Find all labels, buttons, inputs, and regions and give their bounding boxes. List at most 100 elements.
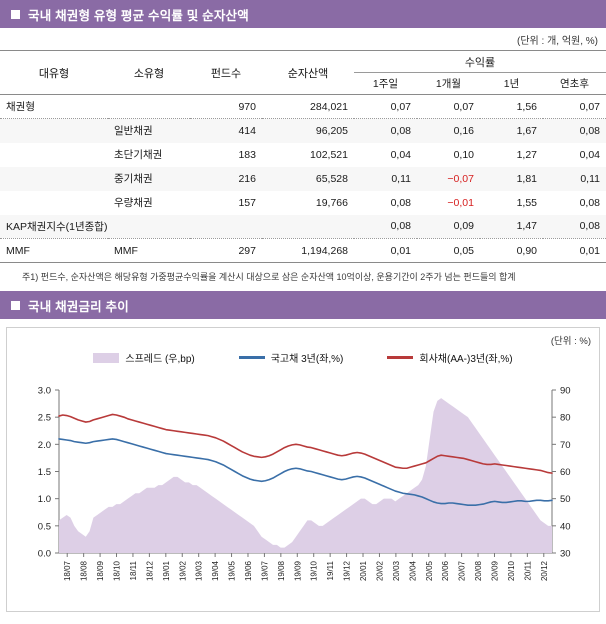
cell-minor-type: 초단기채권 — [114, 149, 163, 161]
cell-major-type: MMF — [0, 238, 108, 263]
svg-text:18/12: 18/12 — [145, 560, 154, 581]
svg-text:20/05: 20/05 — [425, 560, 434, 581]
legend-item-corp[interactable]: 회사채(AA-)3년(좌,%) — [387, 350, 513, 365]
cell-return-1week: 0,04 — [390, 148, 411, 161]
cell-return-1year: 1,67 — [480, 118, 543, 143]
svg-text:60: 60 — [560, 467, 571, 478]
cell-return-ytd: 0,08 — [579, 196, 600, 209]
col-header-return-group: 수익률 — [354, 50, 606, 73]
cell-fund-count: 297 — [190, 238, 262, 263]
svg-text:20/08: 20/08 — [474, 560, 483, 581]
cell-fund-count — [190, 214, 262, 239]
legend-label-gov: 국고채 3년(좌,%) — [270, 354, 344, 365]
section-header-rate-trend: 국내 채권금리 추이 — [0, 291, 606, 319]
cell-return-1week: 0,11 — [354, 166, 417, 191]
svg-text:50: 50 — [560, 494, 571, 505]
cell-return-1month: −0,07 — [417, 166, 480, 191]
unit-caption: (단위 : 개, 억원, %) — [517, 35, 598, 47]
cell-return-1year: 1,27 — [516, 148, 537, 161]
cell-return-1week: 0,08 — [354, 214, 417, 239]
svg-text:80: 80 — [560, 413, 571, 424]
chart-plot-area: 0.0 0.5 1.0 1.5 2.0 2.5 3.0 30 40 50 60 70 80 90 18/07… — [38, 386, 571, 582]
svg-text:1.5: 1.5 — [38, 467, 51, 478]
cell-return-1month: 0,05 — [417, 238, 480, 263]
svg-text:0.5: 0.5 — [38, 521, 51, 532]
svg-text:20/02: 20/02 — [375, 560, 384, 581]
square-bullet-icon-2 — [11, 300, 20, 310]
square-bullet-icon — [11, 9, 20, 19]
legend-item-gov[interactable]: 국고채 3년(좌,%) — [238, 350, 344, 365]
svg-text:19/04: 19/04 — [211, 560, 220, 581]
svg-text:19/05: 19/05 — [228, 560, 237, 581]
svg-text:19/08: 19/08 — [277, 560, 286, 581]
svg-text:2.5: 2.5 — [38, 413, 51, 424]
chart-unit-caption: (단위 : %) — [550, 336, 591, 347]
cell-minor-type: 중기채권 — [108, 166, 190, 191]
col-header-1month: 1개월 — [417, 72, 480, 95]
cell-return-ytd: 0,08 — [543, 214, 606, 239]
svg-text:18/07: 18/07 — [63, 560, 72, 581]
svg-text:19/07: 19/07 — [260, 560, 269, 581]
section-title-2: 국내 채권금리 추이 — [28, 299, 129, 314]
svg-text:19/02: 19/02 — [178, 560, 187, 581]
cell-minor-type: 일반채권 — [108, 118, 190, 143]
svg-text:20/12: 20/12 — [540, 560, 549, 581]
col-header-nav: 순자산액 — [262, 50, 354, 95]
cell-return-1year: 1,47 — [480, 214, 543, 239]
svg-text:20/06: 20/06 — [441, 560, 450, 581]
svg-text:18/10: 18/10 — [113, 560, 122, 581]
legend-label-spread: 스프레드 (우,bp) — [125, 354, 195, 365]
section-header-fund-returns: 국내 채권형 유형 평균 수익률 및 순자산액 — [0, 0, 606, 28]
cell-major-type — [0, 191, 108, 215]
cell-return-1year: 1,56 — [480, 94, 543, 119]
svg-text:20/01: 20/01 — [359, 560, 368, 581]
cell-return-1month: 0,10 — [453, 148, 474, 161]
svg-text:18/08: 18/08 — [80, 560, 89, 581]
svg-text:20/11: 20/11 — [523, 560, 532, 580]
cell-return-1month: 0,09 — [417, 214, 480, 239]
cell-fund-count: 157 — [238, 196, 256, 209]
svg-text:20/04: 20/04 — [408, 560, 417, 581]
table-row: 일반채권 414 96,205 0,08 0,16 1,67 0,08 — [0, 118, 606, 143]
cell-nav: 284,021 — [262, 94, 354, 119]
cell-return-1week: 0,08 — [390, 196, 411, 209]
chart-legend: 스프레드 (우,bp) 국고채 3년(좌,%) 회사채(AA-)3년(좌,%) — [7, 350, 599, 365]
legend-item-spread[interactable]: 스프레드 (우,bp) — [93, 350, 195, 365]
unit-caption-row: (단위 : 개, 억원, %) — [0, 28, 606, 50]
legend-swatch-spread-icon — [93, 352, 120, 363]
cell-nav: 65,528 — [262, 166, 354, 191]
cell-return-1year: 0,90 — [480, 238, 543, 263]
table-row: 우량채권 157 19,766 0,08 −0,01 1,55 0,08 — [0, 191, 606, 215]
cell-fund-count: 183 — [238, 148, 256, 161]
svg-text:18/09: 18/09 — [96, 560, 105, 581]
cell-fund-count: 216 — [190, 166, 262, 191]
legend-swatch-corp-icon — [387, 356, 414, 359]
cell-nav — [262, 214, 354, 239]
svg-text:20/10: 20/10 — [507, 560, 516, 581]
svg-text:19/01: 19/01 — [162, 560, 171, 581]
cell-return-ytd: 0,08 — [543, 118, 606, 143]
cell-return-1week: 0,01 — [354, 238, 417, 263]
cell-major-type: 채권형 — [0, 94, 108, 119]
svg-text:20/07: 20/07 — [458, 560, 467, 581]
col-header-major: 대유형 — [0, 50, 108, 95]
svg-text:20/03: 20/03 — [392, 560, 401, 581]
cell-return-1month: 0,07 — [417, 94, 480, 119]
col-header-fund-count: 펀드수 — [190, 50, 262, 95]
cell-return-1year: 1,55 — [516, 196, 537, 209]
cell-minor-type — [108, 94, 190, 119]
cell-major-type — [0, 118, 108, 143]
svg-text:2.0: 2.0 — [38, 440, 51, 451]
cell-return-1week: 0,08 — [354, 118, 417, 143]
legend-label-corp: 회사채(AA-)3년(좌,%) — [419, 354, 513, 365]
table-row: KAP채권지수(1년종합) 0,08 0,09 1,47 0,08 — [0, 214, 606, 239]
bond-rate-chart: (단위 : %) 스프레드 (우,bp) 국고채 3년(좌,%) 회사채(AA-… — [6, 327, 600, 612]
svg-text:20/09: 20/09 — [491, 560, 500, 581]
cell-return-1week: 0,07 — [354, 94, 417, 119]
svg-text:70: 70 — [560, 440, 571, 451]
cell-nav: 19,766 — [315, 196, 348, 209]
col-header-1year: 1년 — [480, 72, 543, 95]
cell-minor-type: 우량채권 — [114, 197, 153, 209]
cell-return-1month: −0,01 — [447, 196, 474, 209]
